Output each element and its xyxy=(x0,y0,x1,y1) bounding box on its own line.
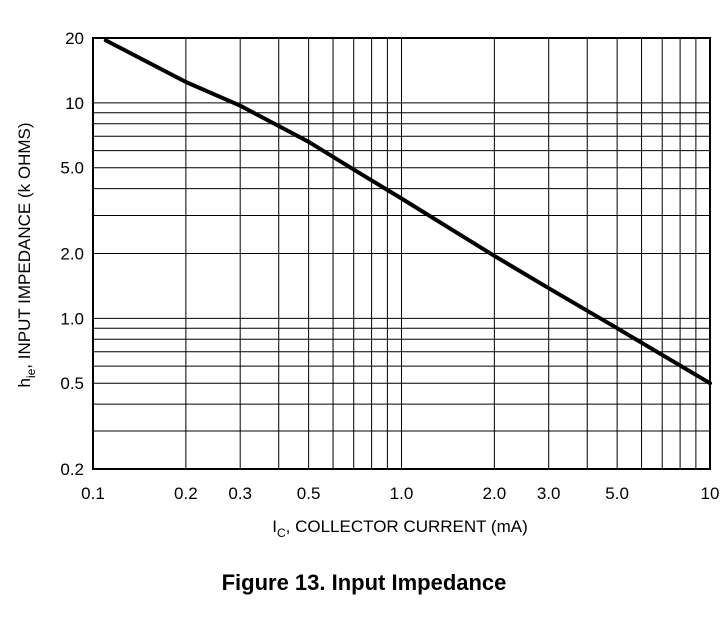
y-axis-title-rest: , INPUT IMPEDANCE (k OHMS) xyxy=(15,122,34,368)
plot-frame xyxy=(92,37,711,470)
x-tick-label: 10 xyxy=(701,484,720,503)
y-axis-title-sub: ie xyxy=(24,368,38,378)
y-tick-label: 1.0 xyxy=(60,309,84,328)
impedance-curve xyxy=(103,38,712,386)
x-tick-label: 0.1 xyxy=(81,484,105,503)
x-tick-label: 2.0 xyxy=(483,484,507,503)
y-tick-label: 0.5 xyxy=(60,374,84,393)
y-axis-title: hie, INPUT IMPEDANCE (k OHMS) xyxy=(15,122,38,387)
y-tick-label: 0.2 xyxy=(60,460,84,479)
x-tick-labels: 0.1 0.2 0.3 0.5 1.0 2.0 3.0 5.0 10 xyxy=(81,484,719,503)
y-tick-label: 20 xyxy=(65,29,84,48)
y-tick-labels: 0.2 0.5 1.0 2.0 5.0 10 20 xyxy=(60,29,84,479)
x-axis-title-rest: , COLLECTOR CURRENT (mA) xyxy=(286,517,528,536)
x-tick-label: 0.5 xyxy=(297,484,321,503)
y-tick-label: 2.0 xyxy=(60,245,84,264)
x-tick-label: 5.0 xyxy=(605,484,629,503)
x-axis-title-sub: C xyxy=(277,526,286,540)
x-tick-label: 3.0 xyxy=(537,484,561,503)
y-tick-label: 5.0 xyxy=(60,159,84,178)
figure-caption: Figure 13. Input Impedance xyxy=(221,570,507,595)
y-tick-label: 10 xyxy=(65,94,84,113)
grid-lines xyxy=(93,38,710,469)
x-tick-label: 0.3 xyxy=(228,484,252,503)
x-tick-label: 1.0 xyxy=(390,484,414,503)
y-axis-title-main: h xyxy=(15,378,34,387)
x-tick-label: 0.2 xyxy=(174,484,198,503)
x-axis-title: IC, COLLECTOR CURRENT (mA) xyxy=(272,517,528,540)
x-axis-title-main: I xyxy=(272,517,277,536)
